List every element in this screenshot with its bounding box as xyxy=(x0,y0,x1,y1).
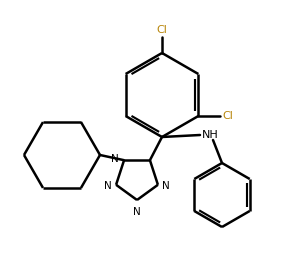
Text: N: N xyxy=(162,181,170,191)
Text: N: N xyxy=(111,154,119,164)
Text: Cl: Cl xyxy=(157,25,167,35)
Text: N: N xyxy=(133,207,141,217)
Text: NH: NH xyxy=(202,130,219,140)
Text: Cl: Cl xyxy=(222,111,233,121)
Text: N: N xyxy=(104,181,112,191)
